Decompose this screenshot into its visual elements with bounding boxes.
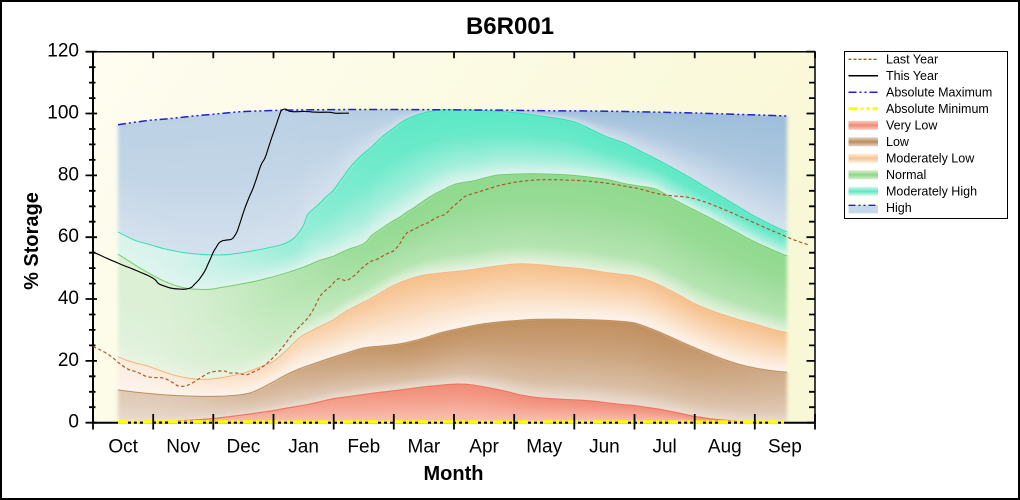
svg-text:Moderately High: Moderately High [886,185,977,199]
svg-text:Nov: Nov [166,437,200,458]
svg-text:Jun: Jun [589,437,620,458]
svg-text:60: 60 [58,226,79,247]
svg-text:May: May [526,437,562,458]
svg-text:This Year: This Year [886,69,938,83]
svg-text:Jul: Jul [652,437,676,458]
svg-text:Mar: Mar [408,437,441,458]
svg-text:High: High [886,201,912,215]
svg-text:40: 40 [58,288,79,309]
svg-text:100: 100 [47,102,79,123]
svg-text:Dec: Dec [227,437,261,458]
svg-text:Absolute Maximum: Absolute Maximum [886,86,992,100]
svg-text:Oct: Oct [108,437,138,458]
svg-text:80: 80 [58,164,79,185]
svg-text:Sep: Sep [768,437,802,458]
svg-text:Low: Low [886,135,910,149]
svg-text:120: 120 [47,41,79,62]
svg-text:Apr: Apr [469,437,499,458]
svg-text:20: 20 [58,350,79,371]
svg-text:Jan: Jan [288,437,319,458]
svg-text:Month: Month [424,463,484,485]
svg-text:B6R001: B6R001 [466,13,554,40]
svg-text:Very Low: Very Low [886,119,938,133]
svg-text:Last Year: Last Year [886,53,938,67]
svg-text:Absolute Minimum: Absolute Minimum [886,102,989,116]
svg-text:Feb: Feb [347,437,380,458]
svg-text:0: 0 [68,412,79,433]
svg-text:Normal: Normal [886,168,926,182]
svg-text:Moderately Low: Moderately Low [886,152,975,166]
svg-text:Aug: Aug [708,437,742,458]
svg-text:% Storage: % Storage [21,192,43,290]
